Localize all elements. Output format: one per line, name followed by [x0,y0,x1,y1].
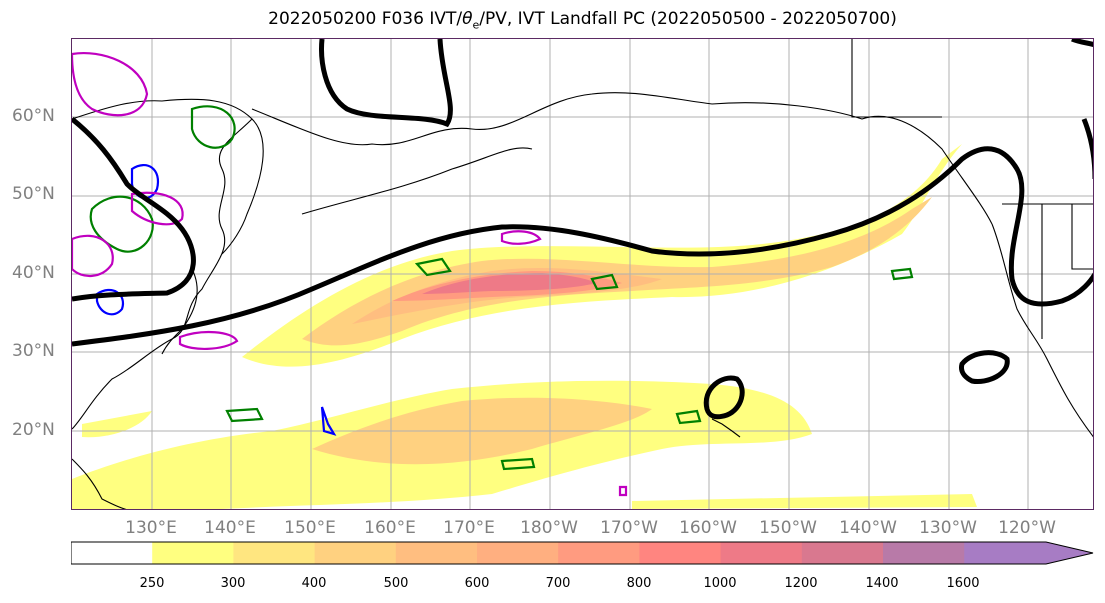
map-panel [71,38,1094,510]
pv-green-5 [225,407,264,423]
pv-magenta-3 [130,191,184,226]
pc-contour-east-edge [1081,118,1093,180]
title-theta: θ [462,9,473,29]
figure-title: 2022050200 F036 IVT/θe/PV, IVT Landfall … [0,9,1105,31]
colorbar-cell [883,542,965,564]
pc-contour-north [319,39,453,128]
lat-label-20: 20°N [12,420,55,440]
pv-green-7 [675,409,702,425]
coast-alaska [711,102,993,225]
colorbar-cell [720,542,803,564]
colorbar-cell [558,542,640,564]
pv-blue-2 [95,288,125,316]
coast-bering [251,92,713,146]
lat-label-60: 60°N [12,106,55,126]
lat-label-40: 40°N [12,263,55,283]
lon-label-160W: 160°W [679,518,737,538]
colorbar-tick-700: 700 [545,576,571,591]
title-suffix: /PV, IVT Landfall PC (2022050500 - 20220… [479,9,897,29]
ivt-band-1000 [422,273,597,294]
pv-magenta-1 [72,52,149,117]
colorbar-tick-1200: 1200 [784,576,818,591]
colorbar-tick-300: 300 [220,576,246,591]
colorbar-cell [71,542,153,564]
colorbar-outline [71,541,1094,565]
pv-magenta-6 [618,485,628,497]
lon-label-170W: 170°W [600,518,658,538]
border-alaska [851,39,942,118]
lon-label-130W: 130°W [919,518,977,538]
lon-label-150W: 150°W [759,518,817,538]
pv-green-1 [89,195,154,253]
colorbar-cell [152,542,234,564]
colorbar-cell [801,542,884,564]
pv-magenta-2 [72,234,114,277]
ivt-band-400 [302,197,932,346]
hawaii [711,418,741,438]
pv-contours [72,52,914,497]
lon-label-170E: 170°E [443,518,495,538]
pc-contour-west [72,117,196,302]
colorbar-cell [964,542,1093,564]
pv-green-6 [500,457,536,471]
ivt-shading [72,144,977,509]
lon-label-140W: 140°W [839,518,897,538]
pv-blue-3 [320,406,337,436]
colorbar-cell [395,542,478,564]
pv-green-8 [890,267,914,281]
colorbar-cell [477,542,559,564]
colorbar-tick-500: 500 [383,576,409,591]
pc-contour-northeast [1071,39,1093,47]
pv-green-4 [590,273,619,291]
pv-green-3 [414,257,452,277]
lon-label-130E: 130°E [125,518,177,538]
graticule [72,39,1093,509]
pv-green-2 [190,105,236,149]
colorbar-cells [71,542,1093,564]
colorbar-tick-600: 600 [464,576,490,591]
colorbar-tick-400: 400 [301,576,327,591]
colorbar [71,541,1094,565]
pc-circle-east [959,350,1010,385]
coast-philippines [72,458,127,509]
colorbar-cell [314,542,397,564]
lon-label-120W: 120°W [998,518,1056,538]
coast-kamchatka [221,118,264,255]
title-theta-subscript: e [472,18,480,32]
title-prefix: 2022050200 F036 IVT/ [268,9,463,29]
lon-label-140E: 140°E [204,518,256,538]
colorbar-cell [639,542,722,564]
lon-label-160E: 160°E [364,518,416,538]
colorbar-tick-1600: 1600 [946,576,980,591]
lat-label-50: 50°N [12,184,55,204]
colorbar-cell [233,542,316,564]
pv-magenta-5 [500,230,542,245]
lat-label-30: 30°N [12,341,55,361]
ivt-band-250-se [632,494,977,509]
ivt-band-250-sw [82,411,152,438]
coast-asia [72,98,253,430]
pc-contour-main [72,146,1093,347]
coast-aleutians [301,147,533,215]
pc-circle-hawaii [703,375,745,420]
lon-label-180W: 180°W [520,518,578,538]
lon-label-150E: 150°E [284,518,336,538]
coast-north-america [991,223,1093,438]
pc-contours [72,39,1093,420]
colorbar-tick-250: 250 [139,576,165,591]
colorbar-tick-800: 800 [626,576,652,591]
pv-magenta-4 [178,330,239,350]
map-canvas [72,39,1093,509]
colorbar-tick-1000: 1000 [703,576,737,591]
colorbar-tick-1400: 1400 [865,576,899,591]
border-states [1041,204,1093,339]
